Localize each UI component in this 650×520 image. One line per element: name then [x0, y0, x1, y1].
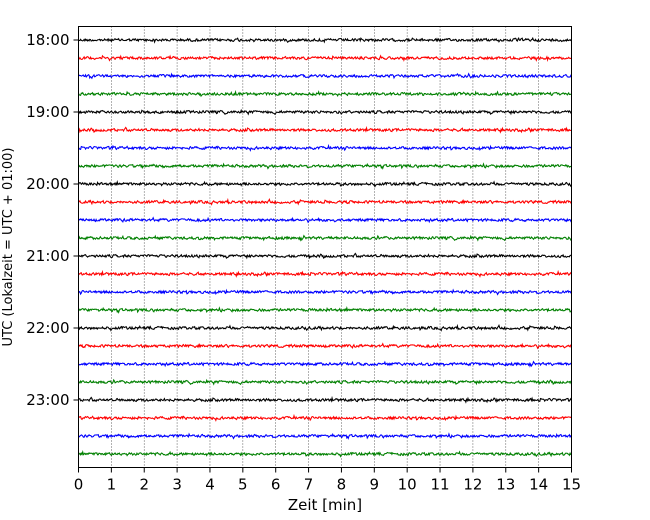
trace-19:30 — [78, 143, 572, 152]
trace-23:45 — [78, 450, 572, 458]
x-tick-label-0: 0 — [74, 476, 84, 494]
trace-19:15 — [78, 125, 572, 134]
trace-18:15 — [78, 54, 572, 62]
y-axis-label: UTC (Lokalzeit = UTC + 01:00) — [1, 148, 16, 347]
trace-23:30 — [78, 432, 572, 440]
y-tick-label-21:00: 21:00 — [26, 247, 69, 265]
x-axis-label: Zeit [min] — [288, 496, 362, 514]
grid-lines — [111, 26, 539, 468]
trace-20:45 — [78, 234, 572, 242]
y-tick-label-22:00: 22:00 — [26, 319, 69, 337]
x-tick-label-7: 7 — [304, 476, 314, 494]
trace-19:00 — [78, 108, 572, 116]
x-axis-ticks: 0 1 2 3 4 5 6 7 8 9 10 11 12 13 14 15 — [74, 467, 581, 494]
trace-20:15 — [78, 197, 572, 206]
trace-23:15 — [78, 413, 572, 422]
trace-21:45 — [78, 306, 572, 314]
trace-20:30 — [77, 216, 573, 224]
trace-22:15 — [77, 342, 572, 350]
trace-21:00 — [78, 252, 572, 260]
trace-20:00 — [77, 180, 572, 188]
x-tick-label-1: 1 — [107, 476, 117, 494]
trace-23:00 — [78, 395, 573, 404]
trace-22:30 — [78, 360, 572, 368]
trace-18:00 — [78, 36, 572, 44]
y-tick-label-18:00: 18:00 — [26, 31, 69, 49]
plot-frame — [78, 26, 572, 468]
x-tick-label-8: 8 — [337, 476, 347, 494]
trace-22:00 — [78, 323, 572, 332]
trace-18:45 — [77, 89, 572, 98]
trace-19:45 — [78, 162, 572, 170]
x-tick-label-12: 12 — [463, 476, 482, 494]
y-tick-label-23:00: 23:00 — [26, 391, 69, 409]
y-axis-ticks: 18:00 19:00 20:00 21:00 22:00 23:00 — [26, 31, 79, 409]
x-tick-label-9: 9 — [370, 476, 380, 494]
x-tick-label-13: 13 — [496, 476, 515, 494]
seismic-traces — [77, 36, 573, 458]
y-tick-label-19:00: 19:00 — [26, 103, 69, 121]
x-tick-label-3: 3 — [172, 476, 182, 494]
y-tick-label-20:00: 20:00 — [26, 175, 69, 193]
x-tick-label-10: 10 — [398, 476, 417, 494]
x-tick-label-6: 6 — [271, 476, 281, 494]
x-tick-label-5: 5 — [238, 476, 248, 494]
trace-22:45 — [78, 378, 572, 386]
trace-18:30 — [78, 72, 572, 80]
trace-21:15 — [78, 269, 573, 278]
x-tick-label-14: 14 — [529, 476, 548, 494]
x-tick-label-2: 2 — [139, 476, 149, 494]
x-tick-label-4: 4 — [205, 476, 215, 494]
x-tick-label-15: 15 — [562, 476, 581, 494]
x-tick-label-11: 11 — [430, 476, 449, 494]
trace-21:30 — [78, 288, 572, 296]
